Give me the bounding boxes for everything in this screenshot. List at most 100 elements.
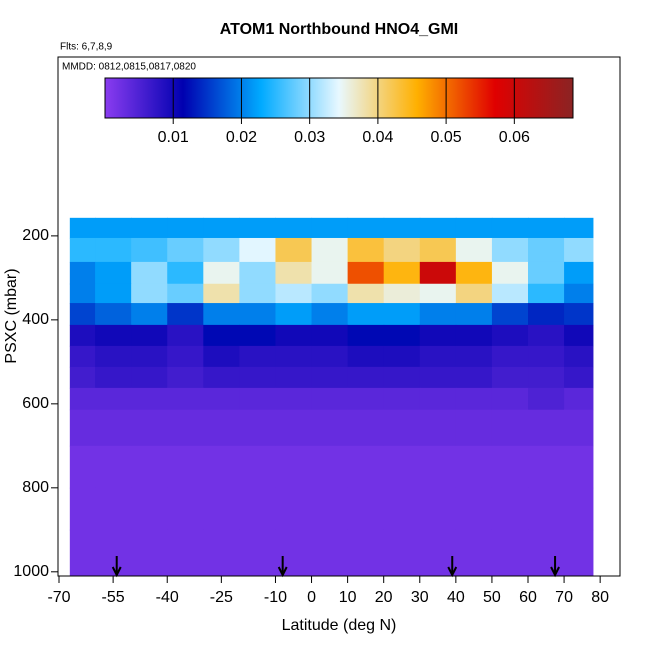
heat-cell bbox=[131, 237, 168, 263]
heat-cell bbox=[419, 303, 457, 326]
heat-cell bbox=[347, 283, 385, 304]
heat-cell bbox=[275, 345, 313, 368]
heat-cell bbox=[69, 409, 96, 447]
heat-cell bbox=[131, 445, 168, 489]
heat-cell bbox=[131, 487, 168, 531]
heat-cell bbox=[347, 529, 385, 577]
heat-cell bbox=[564, 324, 594, 347]
heat-cell bbox=[131, 409, 168, 447]
heat-cell bbox=[528, 487, 565, 531]
heat-cell bbox=[203, 487, 240, 531]
heat-cell bbox=[131, 366, 168, 389]
heat-cell bbox=[491, 366, 529, 389]
heat-cell bbox=[95, 217, 132, 239]
heat-cell bbox=[528, 217, 565, 239]
heat-cell bbox=[311, 303, 349, 326]
heat-cell bbox=[131, 217, 168, 239]
heat-cell bbox=[383, 529, 421, 577]
heat-cell bbox=[239, 529, 276, 577]
y-tick-label: 1000 bbox=[13, 563, 49, 580]
heat-cell bbox=[69, 529, 96, 577]
heat-cell bbox=[383, 345, 421, 368]
x-tick-label: -70 bbox=[47, 589, 70, 606]
heat-cell bbox=[69, 283, 96, 304]
x-axis-label: Latitude (deg N) bbox=[282, 617, 397, 634]
heat-cell bbox=[383, 303, 421, 326]
plot-frame bbox=[57, 56, 621, 577]
heat-cell bbox=[383, 217, 421, 239]
x-tick-label: -10 bbox=[264, 589, 287, 606]
heat-cell bbox=[491, 261, 529, 285]
colorbar-tick-label: 0.06 bbox=[499, 129, 530, 146]
heat-cell bbox=[564, 487, 594, 531]
heat-cell bbox=[455, 387, 493, 411]
heat-cell bbox=[239, 487, 276, 531]
heat-cell bbox=[203, 529, 240, 577]
x-tick-label: 80 bbox=[591, 589, 609, 606]
heat-cell bbox=[419, 324, 457, 347]
y-tick-label: 400 bbox=[22, 311, 49, 328]
heat-cell bbox=[131, 529, 168, 577]
heat-cell bbox=[239, 261, 276, 285]
heat-cell bbox=[275, 487, 313, 531]
heat-cell bbox=[167, 366, 204, 389]
heat-cell bbox=[528, 529, 565, 577]
heat-cell bbox=[455, 445, 493, 489]
colorbar-tick-label: 0.02 bbox=[226, 129, 257, 146]
heat-cell bbox=[275, 283, 313, 304]
x-tick-label: 60 bbox=[519, 589, 537, 606]
heat-cell bbox=[419, 387, 457, 411]
heat-cell bbox=[311, 487, 349, 531]
heat-cell bbox=[275, 387, 313, 411]
heat-cell bbox=[95, 366, 132, 389]
heat-cell bbox=[69, 366, 96, 389]
heat-cell bbox=[203, 217, 240, 239]
colorbar-tick-label: 0.01 bbox=[158, 129, 189, 146]
heat-cell bbox=[347, 324, 385, 347]
heat-cell bbox=[311, 283, 349, 304]
heat-cell bbox=[383, 445, 421, 489]
heat-cell bbox=[564, 303, 594, 326]
heat-cell bbox=[203, 324, 240, 347]
heat-cell bbox=[528, 237, 565, 263]
x-tick-label: 10 bbox=[339, 589, 357, 606]
heat-cell bbox=[95, 387, 132, 411]
heat-cell bbox=[383, 387, 421, 411]
heat-cell bbox=[528, 345, 565, 368]
x-tick-label: 50 bbox=[483, 589, 501, 606]
heat-cell bbox=[167, 387, 204, 411]
heat-cell bbox=[167, 445, 204, 489]
heat-cell bbox=[167, 345, 204, 368]
heat-cell bbox=[491, 409, 529, 447]
heat-cell bbox=[239, 345, 276, 368]
heat-cell bbox=[455, 324, 493, 347]
heat-cell bbox=[419, 345, 457, 368]
heat-cell bbox=[491, 529, 529, 577]
heat-cell bbox=[95, 409, 132, 447]
heat-cell bbox=[95, 283, 132, 304]
heat-cell bbox=[564, 387, 594, 411]
heat-cell bbox=[131, 261, 168, 285]
heat-cell bbox=[347, 217, 385, 239]
heat-cell bbox=[455, 529, 493, 577]
heat-cell bbox=[347, 445, 385, 489]
heat-cell bbox=[419, 261, 457, 285]
heat-cell bbox=[383, 366, 421, 389]
heat-cell bbox=[167, 487, 204, 531]
heat-cell bbox=[564, 409, 594, 447]
heat-cell bbox=[455, 366, 493, 389]
heat-cell bbox=[347, 487, 385, 531]
heat-cell bbox=[419, 409, 457, 447]
heat-cell bbox=[95, 345, 132, 368]
x-tick-label: 30 bbox=[411, 589, 429, 606]
x-tick-label: -25 bbox=[210, 589, 233, 606]
heat-cell bbox=[311, 237, 349, 263]
heat-cell bbox=[491, 324, 529, 347]
heat-cell bbox=[239, 217, 276, 239]
colorbar bbox=[104, 77, 574, 119]
heat-cell bbox=[455, 345, 493, 368]
heat-cell bbox=[455, 283, 493, 304]
heat-cell bbox=[347, 387, 385, 411]
heat-cell bbox=[383, 324, 421, 347]
heat-cell bbox=[419, 283, 457, 304]
